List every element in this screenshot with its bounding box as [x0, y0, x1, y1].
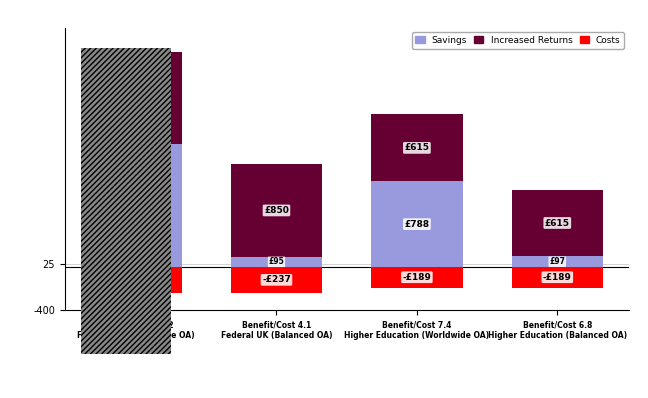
Bar: [231, 257, 322, 267]
Text: -£237: -£237: [122, 275, 150, 284]
Bar: [512, 267, 603, 287]
Text: -£189: -£189: [402, 273, 432, 282]
Bar: [91, 52, 181, 144]
Bar: [231, 164, 322, 257]
Bar: [81, 48, 171, 354]
Text: £1,132: £1,132: [119, 201, 154, 210]
Text: £850: £850: [264, 206, 289, 215]
Bar: [512, 189, 603, 256]
Legend: Savings, Increased Returns, Costs: Savings, Increased Returns, Costs: [412, 32, 624, 49]
Bar: [91, 144, 181, 267]
Bar: [371, 115, 463, 181]
Text: -£237: -£237: [262, 275, 291, 284]
Text: £850: £850: [124, 93, 148, 102]
Text: £97: £97: [550, 257, 565, 266]
Text: £615: £615: [545, 219, 570, 228]
Bar: [91, 267, 181, 293]
Text: -£189: -£189: [543, 273, 572, 282]
Text: £95: £95: [269, 257, 284, 266]
Bar: [371, 267, 463, 287]
Text: £615: £615: [404, 143, 430, 152]
Bar: [231, 267, 322, 293]
Text: £788: £788: [404, 220, 430, 228]
Bar: [512, 256, 603, 267]
Bar: [371, 181, 463, 267]
